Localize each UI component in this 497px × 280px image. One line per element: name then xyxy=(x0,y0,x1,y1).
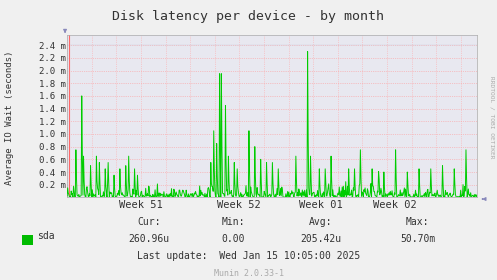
Text: Avg:: Avg: xyxy=(309,217,332,227)
Text: sda: sda xyxy=(37,231,55,241)
Text: RRDTOOL / TOBI OETIKER: RRDTOOL / TOBI OETIKER xyxy=(490,76,495,159)
Text: 205.42u: 205.42u xyxy=(300,234,341,244)
Text: Max:: Max: xyxy=(406,217,429,227)
Text: Last update:  Wed Jan 15 10:05:00 2025: Last update: Wed Jan 15 10:05:00 2025 xyxy=(137,251,360,261)
Text: Average IO Wait (seconds): Average IO Wait (seconds) xyxy=(5,50,14,185)
Text: Disk latency per device - by month: Disk latency per device - by month xyxy=(112,10,385,23)
Text: 50.70m: 50.70m xyxy=(400,234,435,244)
Text: Min:: Min: xyxy=(222,217,246,227)
Text: Cur:: Cur: xyxy=(137,217,161,227)
Text: Munin 2.0.33-1: Munin 2.0.33-1 xyxy=(214,269,283,278)
Text: 260.96u: 260.96u xyxy=(129,234,169,244)
Text: 0.00: 0.00 xyxy=(222,234,246,244)
